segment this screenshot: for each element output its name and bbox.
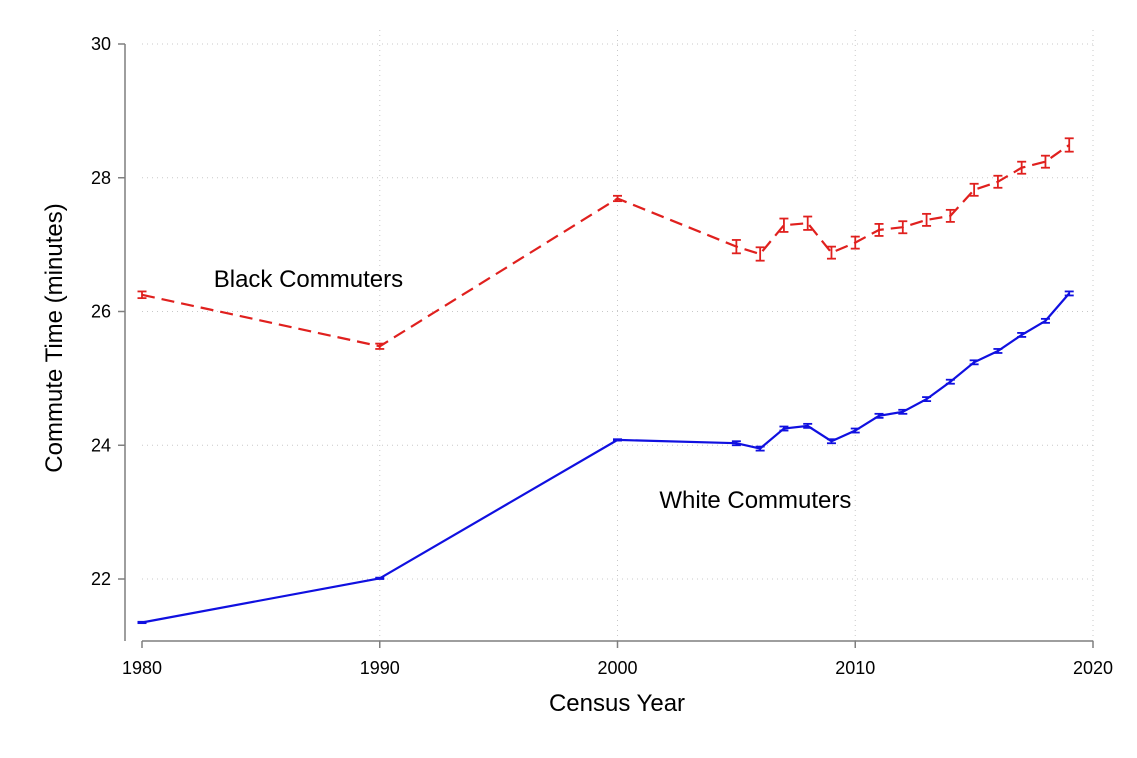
- black-commuters-error-bar: [731, 239, 741, 255]
- black-commuters-error-bar: [826, 245, 836, 260]
- white-commuters-error-bar: [779, 425, 789, 432]
- white-commuters-error-bar: [731, 440, 741, 447]
- white-commuters-error-bar: [1017, 331, 1027, 338]
- white-commuters-error-bar: [613, 438, 622, 442]
- y-tick-label: 28: [91, 168, 111, 188]
- x-tick-label: 2000: [597, 658, 637, 678]
- white-commuters-error-bar: [375, 576, 385, 580]
- black-commuters-error-bar: [922, 212, 932, 227]
- y-tick-label: 30: [91, 34, 111, 54]
- white-commuters-error-bar: [850, 427, 860, 434]
- y-axis-title: Commute Time (minutes): [41, 203, 68, 472]
- white-commuters-line: [141, 292, 1071, 624]
- series-layer: [137, 137, 1074, 625]
- white-commuters-error-bar: [922, 396, 932, 403]
- black-commuters-error-bar: [755, 246, 765, 262]
- white-commuters-error-bar: [137, 620, 147, 625]
- black-commuters-error-bar: [613, 194, 622, 203]
- x-axis-title: Census Year: [549, 690, 685, 717]
- y-tick-label: 24: [91, 435, 111, 455]
- black-commuters-error-bar: [898, 220, 908, 235]
- white-commuters-error-bar: [755, 445, 765, 452]
- black-commuters-line: [141, 144, 1070, 348]
- black-commuters-error-bar: [803, 215, 813, 231]
- black-commuters-error-bar: [945, 208, 955, 223]
- y-tick-label: 22: [91, 569, 111, 589]
- white-commuters-annotation: White Commuters: [659, 487, 851, 514]
- black-commuters-error-bar: [375, 342, 385, 350]
- black-commuters-error-bar: [969, 182, 979, 197]
- white-commuters-error-bar: [1040, 317, 1050, 324]
- x-tick-label: 1980: [122, 658, 162, 678]
- white-commuters-error-bar: [993, 348, 1003, 354]
- white-commuters-error-bar: [898, 408, 908, 415]
- black-commuters-error-bar: [1064, 137, 1074, 153]
- white-commuters-error-bar: [874, 412, 884, 419]
- label-layer: 22 24 26 28 30 1980 1990 2000 2010 2020 Black Comm…: [91, 34, 1113, 678]
- black-commuters-error-bar: [137, 290, 147, 300]
- white-commuters-error-bar: [826, 438, 836, 445]
- black-commuters-error-bar: [874, 222, 884, 237]
- x-tick-label: 2010: [835, 658, 875, 678]
- white-commuters-error-bar: [1064, 290, 1074, 297]
- black-commuters-error-bar: [779, 217, 789, 233]
- x-tick-label: 2020: [1073, 658, 1113, 678]
- axis-layer: [118, 43, 1094, 648]
- black-commuters-annotation: Black Commuters: [214, 266, 403, 293]
- black-commuters-error-bar: [1040, 154, 1050, 169]
- grid-layer: [142, 30, 1094, 641]
- x-tick-label: 1990: [360, 658, 400, 678]
- black-commuters-error-bar: [993, 174, 1003, 189]
- y-tick-label: 26: [91, 302, 111, 322]
- black-commuters-error-bar: [1017, 160, 1027, 175]
- white-commuters-error-bar: [803, 422, 813, 429]
- white-commuters-error-bar: [969, 359, 979, 366]
- black-commuters-error-bar: [850, 235, 860, 250]
- white-commuters-error-bar: [945, 378, 955, 385]
